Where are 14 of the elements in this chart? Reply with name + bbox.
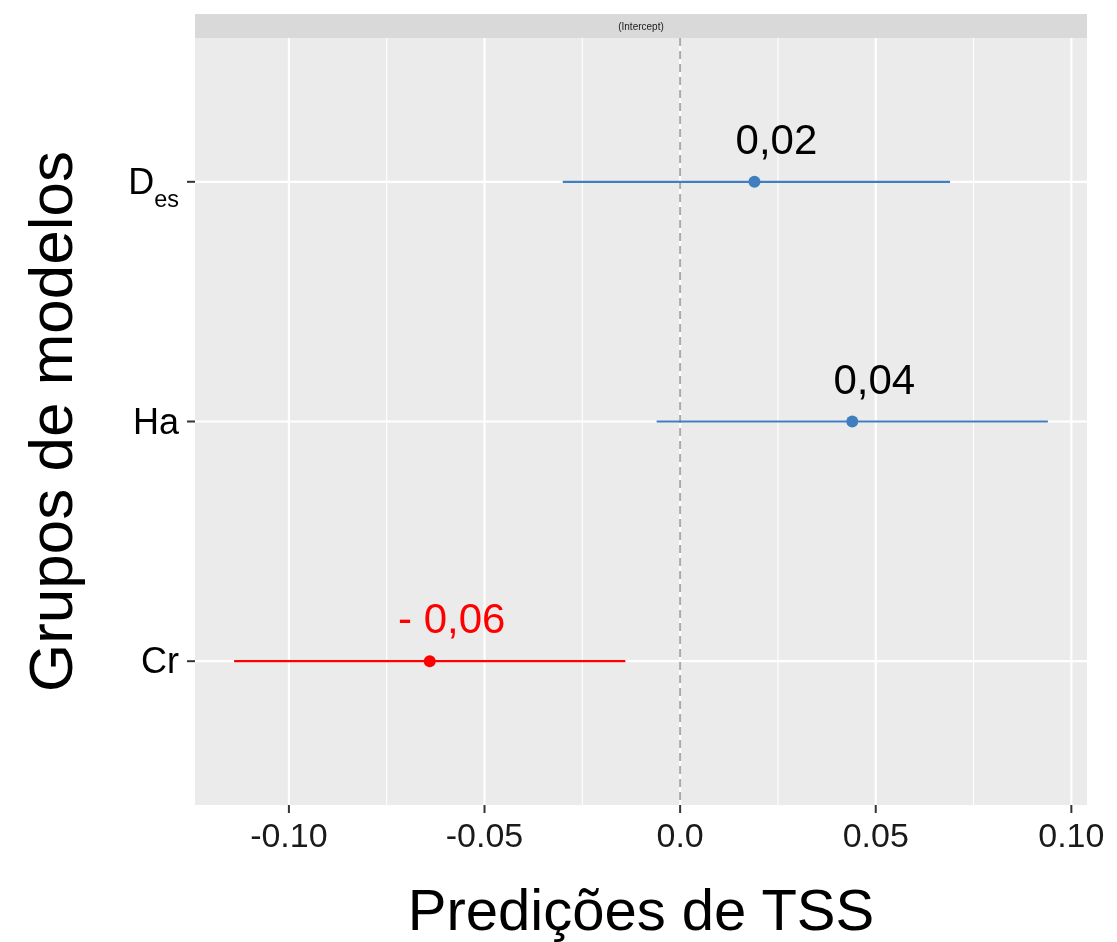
x-tick-label: -0.10 [250,816,328,854]
x-tick-label: 0.0 [656,816,704,854]
y-tick-label: Cr [141,640,179,682]
x-tick-label: -0.05 [445,816,524,854]
data-label: 0,02 [735,115,818,163]
y-tick-label: D$_{es}$ [128,160,179,212]
data-label: 0,04 [833,355,916,403]
x-tick-label: 0.10 [1038,816,1105,854]
x-tick-label: 0.05 [842,816,909,854]
x-axis-title: Predições de TSS [407,877,875,942]
y-axis-title: Grupos de modelos [16,150,85,693]
y-tick-label: Ha [132,400,180,442]
data-label: - 0,06 [398,595,506,643]
chart-subtitle: (Intercept) [618,21,664,32]
